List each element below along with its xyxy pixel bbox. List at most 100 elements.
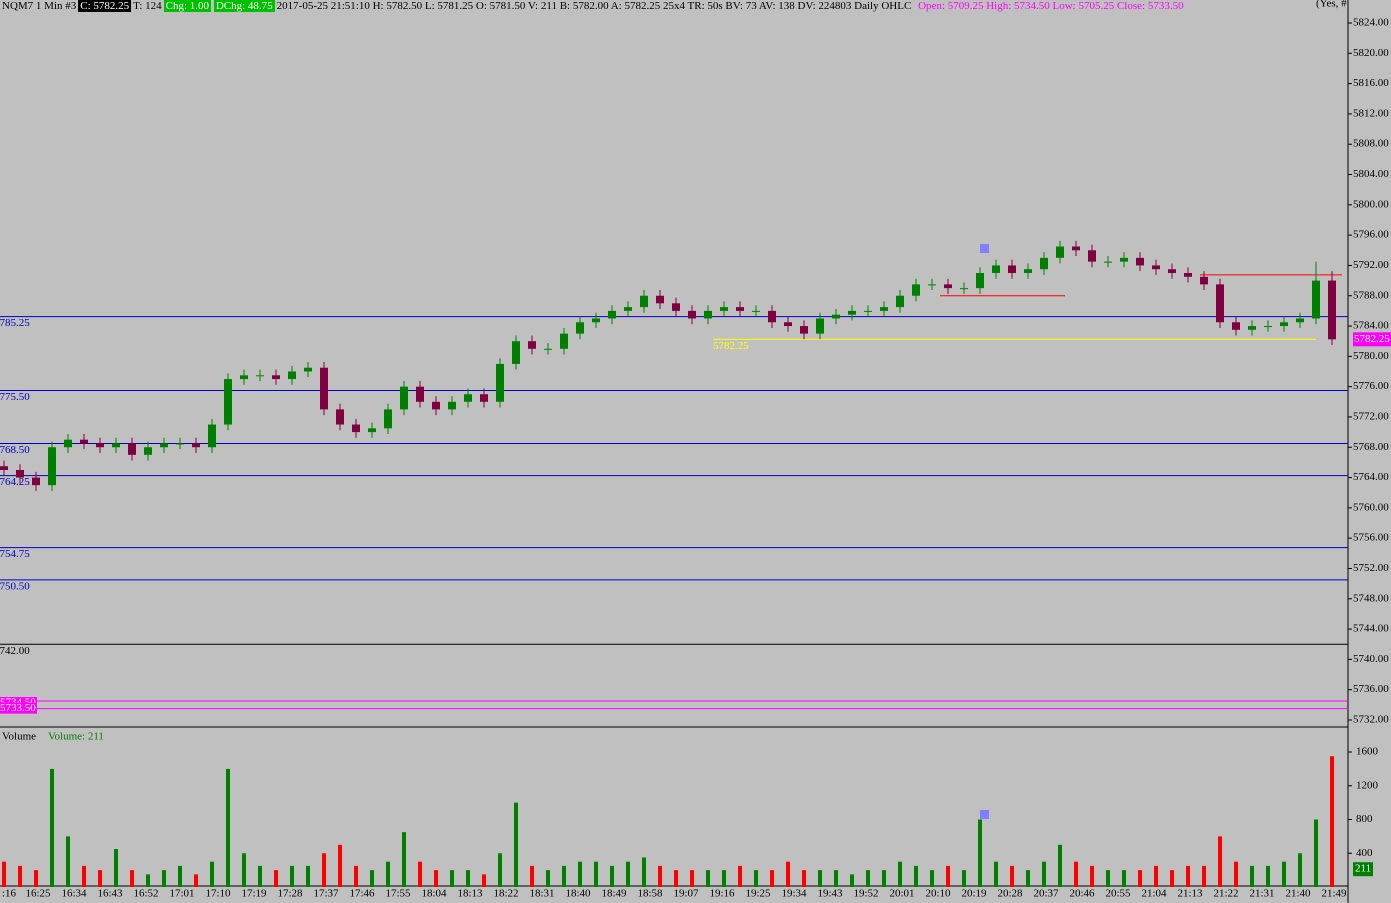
y-tick-label: 5748.00 [1353,592,1389,604]
volume-bar [290,865,294,887]
x-tick-label: 17:01 [169,888,194,900]
volume-bar [98,870,102,887]
volume-bar [242,853,246,887]
x-tick-label: 21:04 [1141,888,1167,900]
candle-body [432,401,440,410]
volume-bar [1282,861,1286,887]
candle-body [1232,322,1240,330]
candle-body [1312,280,1320,319]
volume-bar [882,870,886,887]
x-tick-label: 21:49 [1321,888,1347,900]
candle-body [832,314,840,319]
volume-bar [818,870,822,887]
volume-bar [210,861,214,887]
volume-bar [674,870,678,887]
volume-bar [162,870,166,887]
volume-bar [642,857,646,887]
candle-body [784,322,792,327]
candle-body [368,428,376,433]
volume-bar [1330,756,1334,887]
volume-bar [658,865,662,887]
volume-bar [402,832,406,887]
x-tick-label: 16:52 [133,888,158,900]
y-tick-label: 5808.00 [1353,138,1389,150]
candle-body [720,307,728,311]
close: C: 5782.25 [78,0,132,12]
x-tick-label: 20:37 [1033,888,1059,900]
volume-bar [754,870,758,887]
level-label: 5742.00 [0,645,30,657]
marker [980,810,989,819]
candle-body [688,310,696,319]
y-tick-label: 5804.00 [1353,168,1389,180]
y-tick-label: 5816.00 [1353,77,1389,89]
volume-bar [866,870,870,887]
last-volume: 211 [1355,863,1371,875]
x-tick-label: 18:49 [601,888,627,900]
volume-bar [562,865,566,887]
y-tick-label: 5760.00 [1353,501,1389,513]
volume-bar [994,861,998,887]
y-tick-label: 5756.00 [1353,532,1389,544]
volume-bar [594,861,598,887]
candle-body [464,394,472,402]
volume-bar [482,874,486,887]
level-label-box [0,697,37,709]
marker [980,244,989,253]
level-label: 5764.25 [0,476,30,488]
y-tick-label: 5772.00 [1353,410,1389,422]
candle-body [976,273,984,289]
candle-body [864,310,872,312]
y-tick-label: 5780.00 [1353,350,1389,362]
candle-body [848,310,856,315]
candle-body [896,295,904,308]
x-tick-label: 18:13 [457,888,483,900]
header: NQM7 1 Min #3 C: 5782.25 T: 124 Chg: 1.00 D… [0,0,1186,12]
candle-body [288,371,296,380]
volume-bar [802,870,806,887]
y-tick-label: 5788.00 [1353,289,1389,301]
candle-body [0,466,8,470]
y-tick-label: 5740.00 [1353,653,1389,665]
candle-body [880,307,888,311]
candle-body [320,367,328,410]
volume-bar [82,865,86,887]
y-tick-label: 1600 [1356,746,1379,758]
volume-bar [146,874,150,887]
candle-body [1104,261,1112,263]
candle-body [704,310,712,319]
volume-bar [706,870,710,887]
y-tick-label: 5776.00 [1353,380,1389,392]
candle-body [560,333,568,349]
volume-bar [962,870,966,887]
x-tick-label: 19:07 [673,888,699,900]
candle-body [768,310,776,323]
volume-bar [1106,870,1110,887]
x-tick-label: 17:37 [313,888,339,900]
candle-body [64,439,72,448]
x-tick-label: 16:25 [25,888,51,900]
volume-title: Volume [2,731,36,743]
x-tick-label: 18:58 [637,888,663,900]
ticks: T: 124 [133,0,162,12]
volume-bar [722,870,726,887]
candle-body [608,310,616,319]
y-tick-label: 1200 [1356,779,1379,791]
volume-bar [834,870,838,887]
candle-body [1296,318,1304,323]
x-tick-label: 17:55 [385,888,411,900]
y-tick-label: 5768.00 [1353,441,1389,453]
y-tick-label: 5796.00 [1353,229,1389,241]
volume-bar [1218,836,1222,887]
volume-bar [386,861,390,887]
x-tick-label: 19:43 [817,888,843,900]
x-tick-label: 21:31 [1249,888,1274,900]
level-label: 5785.25 [0,317,30,329]
x-tick-label: 19:16 [709,888,735,900]
last-price-box [1353,332,1391,347]
y-tick-label: 5732.00 [1353,714,1389,726]
candle-body [736,307,744,311]
volume-bar [1170,870,1174,887]
